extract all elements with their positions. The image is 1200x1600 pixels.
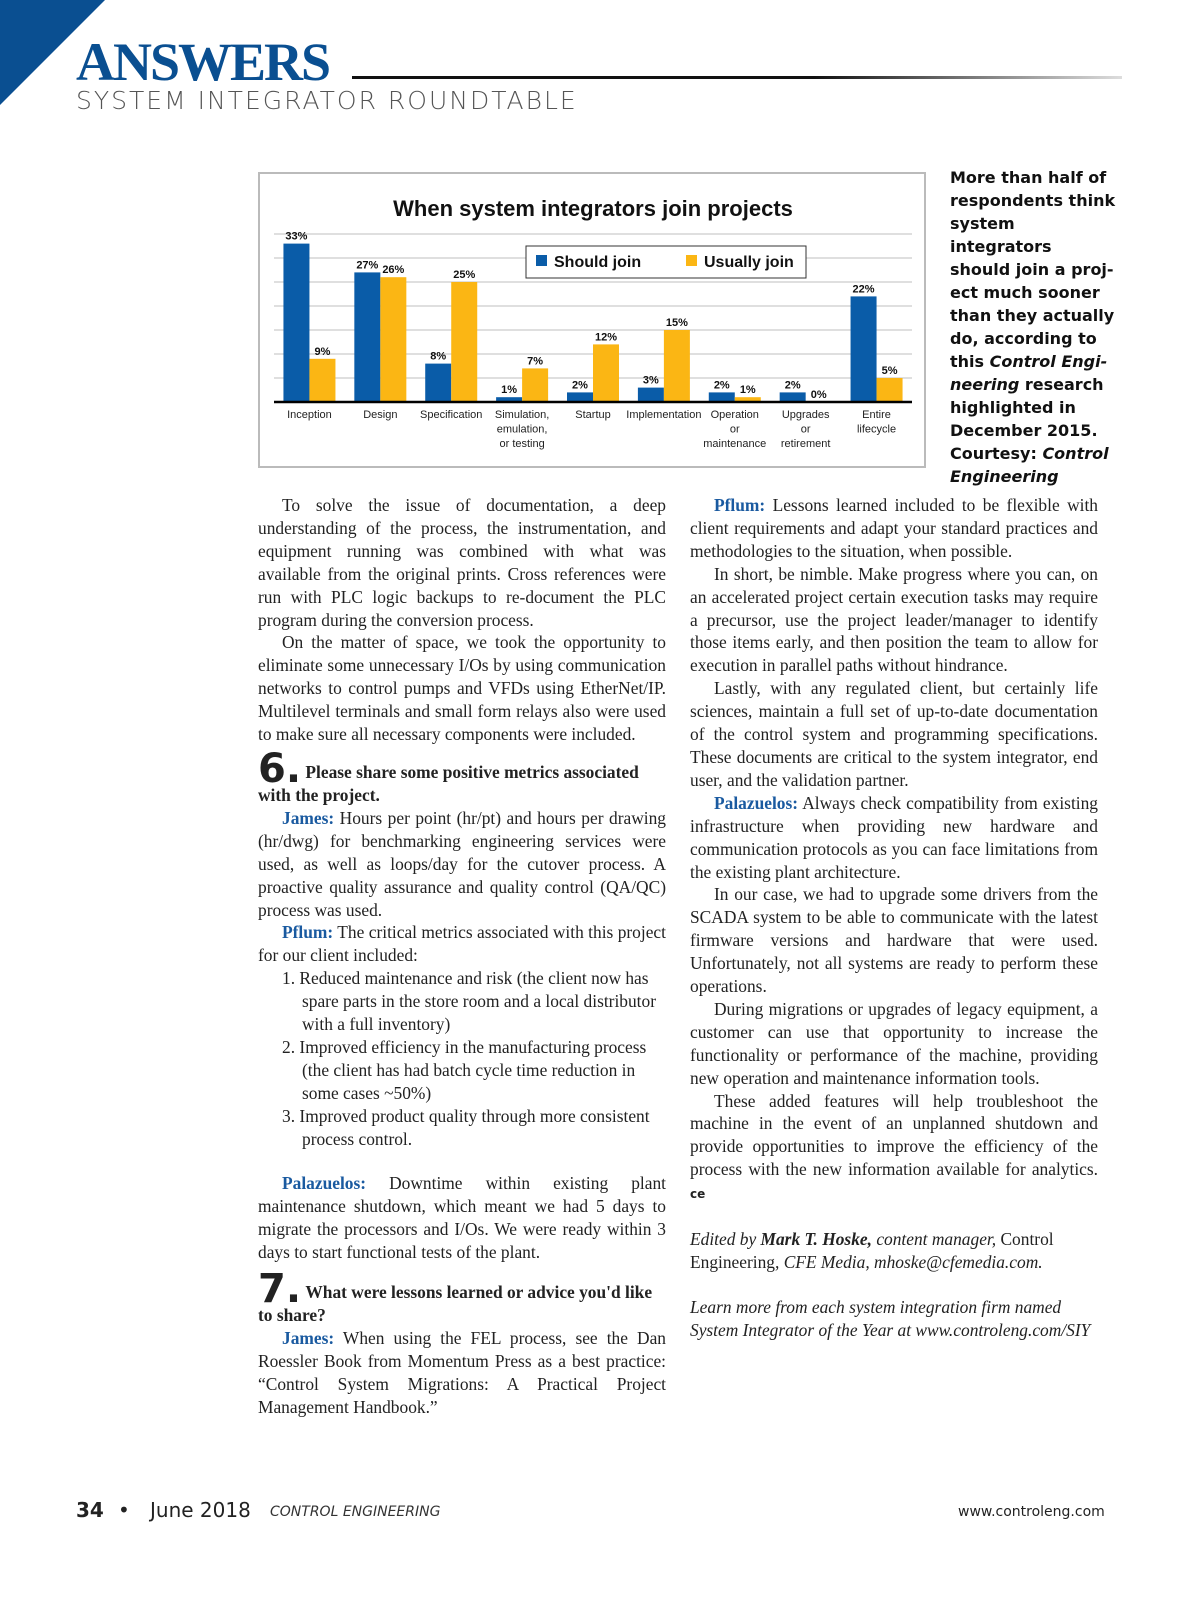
footer-bullet: • bbox=[118, 1498, 130, 1522]
bar-usually bbox=[380, 277, 407, 402]
category-label: Entire bbox=[862, 409, 891, 421]
corner-decoration bbox=[0, 0, 105, 105]
category-label: Upgrades bbox=[782, 409, 830, 421]
question-7: 7. What were lessons learned or advice y… bbox=[258, 1266, 653, 1326]
category-label: Inception bbox=[287, 409, 332, 421]
end-mark: ce bbox=[690, 1187, 706, 1202]
bar-usually bbox=[451, 282, 478, 402]
left-column: To solve the issue of documentation, a d… bbox=[258, 495, 666, 1417]
bar-usually bbox=[522, 368, 549, 402]
footer-url: www.controleng.com bbox=[958, 1504, 1105, 1520]
data-label: 1% bbox=[501, 384, 517, 396]
data-label: 27% bbox=[356, 259, 378, 271]
bar-chart: When system integrators join projects 33%… bbox=[258, 172, 926, 468]
data-label: 0% bbox=[811, 389, 827, 401]
category-label: retirement bbox=[781, 438, 831, 450]
category-label: maintenance bbox=[703, 438, 766, 450]
bar-should bbox=[708, 392, 735, 402]
category-label: Startup bbox=[575, 409, 610, 421]
issue-date: June 2018 bbox=[150, 1498, 251, 1522]
bar-should bbox=[779, 392, 806, 402]
bar-usually bbox=[663, 330, 690, 402]
page-number: 34 bbox=[76, 1498, 104, 1522]
question-6: 6. Please share some positive metrics as… bbox=[258, 745, 639, 805]
data-label: 15% bbox=[666, 317, 688, 329]
paragraph: On the matter of space, we took the oppo… bbox=[258, 632, 666, 745]
legend-label: Usually join bbox=[704, 254, 794, 271]
bar-should bbox=[496, 397, 523, 402]
bar-usually bbox=[734, 397, 761, 402]
bar-usually bbox=[309, 358, 336, 402]
category-label: or bbox=[801, 424, 811, 436]
data-label: 9% bbox=[314, 346, 330, 358]
data-label: 2% bbox=[785, 379, 801, 391]
bar-usually bbox=[593, 344, 619, 402]
bar-should bbox=[283, 243, 310, 402]
data-label: 25% bbox=[453, 269, 475, 281]
category-label: Design bbox=[363, 409, 397, 421]
legend-swatch bbox=[536, 255, 547, 266]
bar-should bbox=[354, 272, 381, 402]
data-label: 1% bbox=[740, 384, 756, 396]
category-label: Operation bbox=[711, 409, 759, 421]
metrics-list: 1. Reduced maintenance and risk (the cli… bbox=[282, 968, 656, 1149]
category-label: lifecycle bbox=[857, 424, 896, 436]
bar-should bbox=[425, 363, 452, 402]
bar-should bbox=[567, 392, 593, 402]
section-subtitle: SYSTEM INTEGRATOR ROUNDTABLE bbox=[76, 86, 578, 115]
data-label: 3% bbox=[643, 375, 659, 387]
bar-should bbox=[637, 387, 664, 402]
data-label: 5% bbox=[882, 365, 898, 377]
learn-more: Learn more from each system integration … bbox=[690, 1296, 1091, 1340]
data-label: 26% bbox=[382, 264, 404, 276]
data-label: 22% bbox=[853, 283, 875, 295]
category-label: Specification bbox=[420, 409, 482, 421]
category-label: Simulation, bbox=[495, 409, 549, 421]
chart-svg: When system integrators join projects 33%… bbox=[274, 196, 912, 450]
bar-should bbox=[850, 296, 877, 402]
magazine-name: CONTROL ENGINEERING bbox=[270, 1504, 441, 1520]
chart-title: When system integrators join projects bbox=[393, 196, 793, 221]
category-label: Implementation bbox=[626, 409, 701, 421]
editor-note: Edited by Mark T. Hoske, content manager… bbox=[690, 1229, 1054, 1272]
legend-swatch bbox=[686, 255, 697, 266]
bar-usually bbox=[876, 378, 903, 402]
data-label: 2% bbox=[572, 379, 588, 391]
data-label: 12% bbox=[595, 331, 617, 343]
right-column: Pflum: Lessons learned included to be fl… bbox=[690, 495, 1098, 1340]
category-label: or testing bbox=[499, 438, 544, 450]
category-label: or bbox=[730, 424, 740, 436]
data-label: 2% bbox=[714, 379, 730, 391]
data-label: 33% bbox=[285, 231, 307, 243]
data-label: 7% bbox=[527, 355, 543, 367]
chart-caption: More than half of respondents think system… bbox=[950, 168, 1116, 486]
data-label: 8% bbox=[430, 351, 446, 363]
header-rule bbox=[352, 76, 1122, 79]
legend-box bbox=[525, 245, 807, 279]
paragraph: To solve the issue of documentation, a d… bbox=[258, 495, 666, 630]
legend-label: Should join bbox=[554, 254, 641, 271]
section-title: ANSWERS bbox=[76, 32, 331, 92]
category-label: emulation, bbox=[497, 424, 548, 436]
